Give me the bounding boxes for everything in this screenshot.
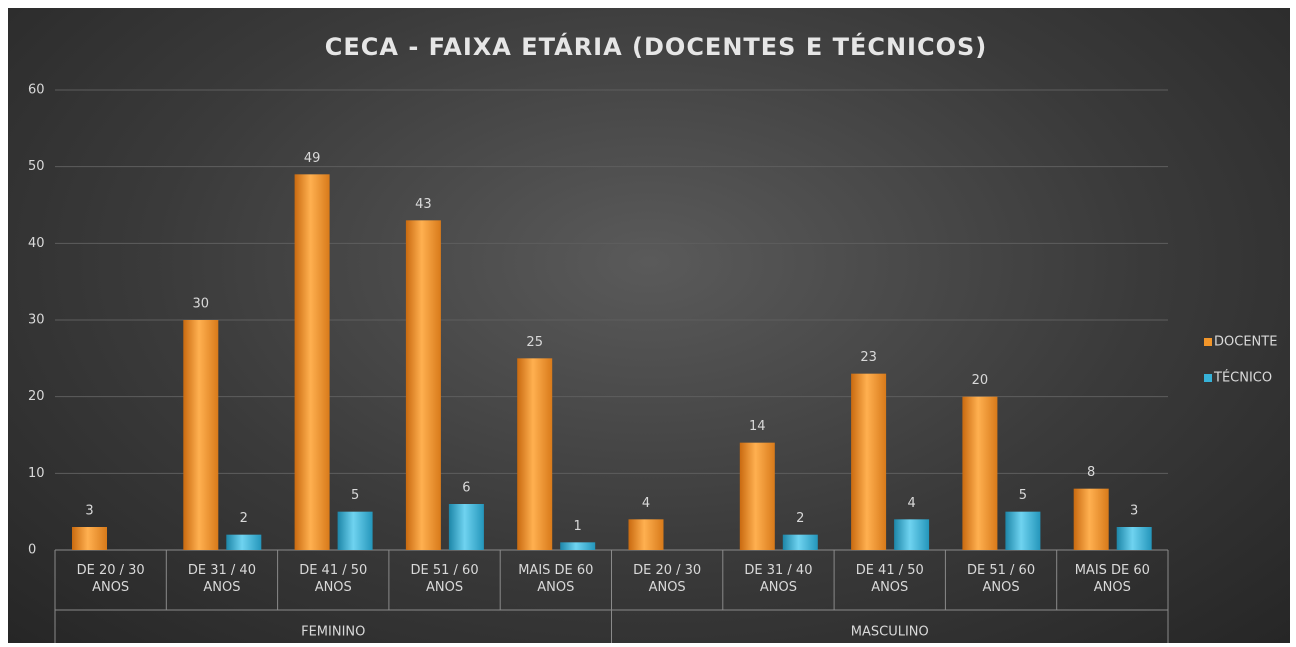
value-label: 1 [574,519,582,534]
bar [851,373,887,550]
value-label: 4 [642,496,650,511]
y-tick-label: 10 [28,466,45,481]
value-label: 25 [526,335,543,350]
x-tick-label: DE 31 / 40 ANOS [744,563,813,595]
x-tick-label: MAIS DE 60 ANOS [518,563,594,595]
value-label: 5 [1019,488,1027,503]
bar [560,542,596,550]
bar [294,174,330,551]
value-label: 43 [415,197,432,212]
value-label: 49 [304,151,321,166]
bar [628,519,664,550]
bar [962,396,998,550]
y-tick-label: 30 [28,313,45,328]
y-tick-label: 40 [28,236,45,251]
x-tick-label: DE 51 / 60 ANOS [410,563,479,595]
value-label: 30 [193,297,210,312]
legend-label: TÉCNICO [1213,370,1272,386]
bar [739,442,775,550]
y-tick-label: 0 [28,543,36,558]
bar [448,504,484,550]
bar [183,320,219,550]
bar [1005,511,1041,550]
bar [1116,527,1152,550]
x-tick-label: DE 51 / 60 ANOS [967,563,1036,595]
legend-swatch [1204,374,1212,382]
bar [517,358,553,550]
x-tick-label: DE 41 / 50 ANOS [855,563,924,595]
value-label: 3 [85,504,93,519]
x-tick-label: DE 31 / 40 ANOS [187,563,256,595]
value-label: 23 [860,350,877,365]
value-label: 5 [351,488,359,503]
value-label: 6 [462,481,470,496]
value-label: 20 [972,373,989,388]
y-tick-label: 50 [28,159,45,174]
bar [337,511,373,550]
x-tick-label: DE 20 / 30 ANOS [633,563,702,595]
bar [894,519,930,550]
bar [405,220,441,551]
x-tick-label: DE 20 / 30 ANOS [76,563,145,595]
chart-area: CECA - FAIXA ETÁRIA (DOCENTES E TÉCNICOS… [8,8,1290,643]
value-label: 14 [749,419,766,434]
group-label: MASCULINO [851,625,929,640]
group-label: FEMININO [301,625,365,640]
y-tick-label: 60 [28,83,45,98]
value-label: 8 [1087,465,1095,480]
bar [226,534,262,550]
x-tick-label: MAIS DE 60 ANOS [1074,563,1150,595]
value-label: 2 [796,511,804,526]
bar [782,534,818,550]
chart: CECA - FAIXA ETÁRIA (DOCENTES E TÉCNICOS… [28,32,1277,643]
chart-title: CECA - FAIXA ETÁRIA (DOCENTES E TÉCNICOS… [325,32,987,61]
legend-label: DOCENTE [1214,335,1277,350]
value-label: 4 [907,496,915,511]
y-tick-label: 20 [28,389,45,404]
bar [1073,488,1109,550]
bar [72,527,107,550]
x-tick-label: DE 41 / 50 ANOS [299,563,368,595]
legend-swatch [1204,338,1212,346]
value-label: 2 [240,511,248,526]
value-label: 3 [1130,504,1138,519]
